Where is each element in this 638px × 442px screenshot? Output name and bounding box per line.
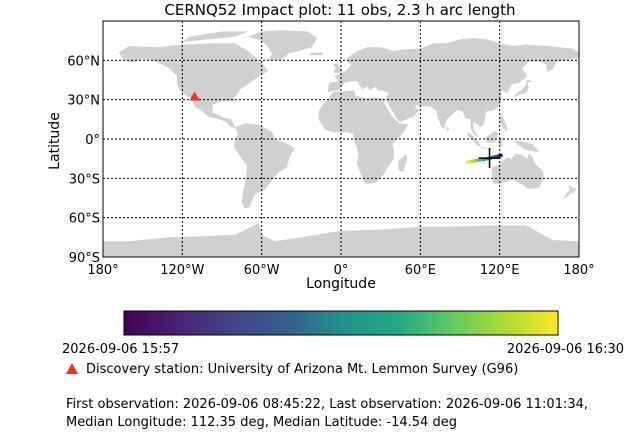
x-tick-label: 180° xyxy=(563,263,594,278)
impact-point xyxy=(466,160,470,164)
landmass-new-zealand xyxy=(563,184,577,200)
y-tick-label: 90°S xyxy=(69,251,100,266)
landmass-sulawesi xyxy=(498,137,505,146)
legend: Discovery station: University of Arizona… xyxy=(66,362,518,377)
discovery-station-marker-icon xyxy=(66,363,78,374)
impact-map-chart: CERNQ52 Impact plot: 11 obs, 2.3 h arc l… xyxy=(47,1,595,292)
legend-discovery-label: Discovery station: University of Arizona… xyxy=(86,362,519,377)
plot-frame xyxy=(102,20,580,258)
y-tick-label: 30°S xyxy=(69,172,100,187)
x-tick-label: 180° xyxy=(87,263,118,278)
impact-point xyxy=(478,158,482,162)
colorbar xyxy=(123,310,559,336)
landmass-sri-lanka xyxy=(446,127,450,132)
chart-title: CERNQ52 Impact plot: 11 obs, 2.3 h arc l… xyxy=(164,1,515,19)
colorbar-min-label: 2026-09-06 15:57 xyxy=(62,342,180,357)
impact-point xyxy=(470,159,474,164)
landmass-north-america xyxy=(118,43,269,129)
y-tick-label: 60°N xyxy=(67,54,100,69)
landmass-greenland xyxy=(248,30,318,61)
grid-lines xyxy=(103,21,579,257)
impact-point xyxy=(474,158,478,163)
landmass-uk xyxy=(333,63,344,74)
y-tick-label: 60°S xyxy=(69,212,100,227)
x-tick-label: 0° xyxy=(334,263,349,278)
x-tick-label: 120°E xyxy=(480,263,520,278)
y-tick-label: 30°N xyxy=(67,94,100,109)
discovery-station-icon xyxy=(189,91,200,101)
colorbar-gradient xyxy=(123,310,559,336)
summary-line-1: First observation: 2026-09-06 08:45:22, … xyxy=(66,397,589,412)
landmass-new-guinea xyxy=(514,140,540,153)
x-tick-label: 120°W xyxy=(160,263,204,278)
x-tick-label: 60°E xyxy=(405,263,436,278)
landmass-iceland xyxy=(309,52,323,56)
landmass-australia xyxy=(491,153,544,189)
landmass-sumatra xyxy=(466,132,482,147)
markers xyxy=(189,91,501,169)
x-tick-label: 60°W xyxy=(244,263,280,278)
landmass-eurasia xyxy=(327,38,579,138)
landmass-madagascar xyxy=(397,154,408,172)
landmass-japan xyxy=(512,80,533,99)
y-tick-labels: 60°N 30°N 0° 30°S 60°S 90°S xyxy=(67,54,100,266)
landmass-canadian-islands xyxy=(182,31,249,42)
landmass-south-america xyxy=(233,123,295,209)
landmass-antarctica xyxy=(103,222,579,257)
summary-line-2: Median Longitude: 112.35 deg, Median Lat… xyxy=(66,415,457,430)
impact-point xyxy=(499,153,503,158)
colorbar-max-label: 2026-09-06 16:30 xyxy=(506,342,624,357)
landmass-philippines xyxy=(499,115,508,132)
observation-summary: First observation: 2026-09-06 08:45:22, … xyxy=(66,396,588,432)
y-axis-label: Latitude xyxy=(47,112,63,170)
y-tick-label: 0° xyxy=(85,133,100,148)
x-axis-label: Longitude xyxy=(306,276,376,292)
landmass-borneo xyxy=(485,131,499,143)
x-tick-labels: 180° 120°W 60°W 0° 60°E 120°E 180° xyxy=(87,263,594,278)
